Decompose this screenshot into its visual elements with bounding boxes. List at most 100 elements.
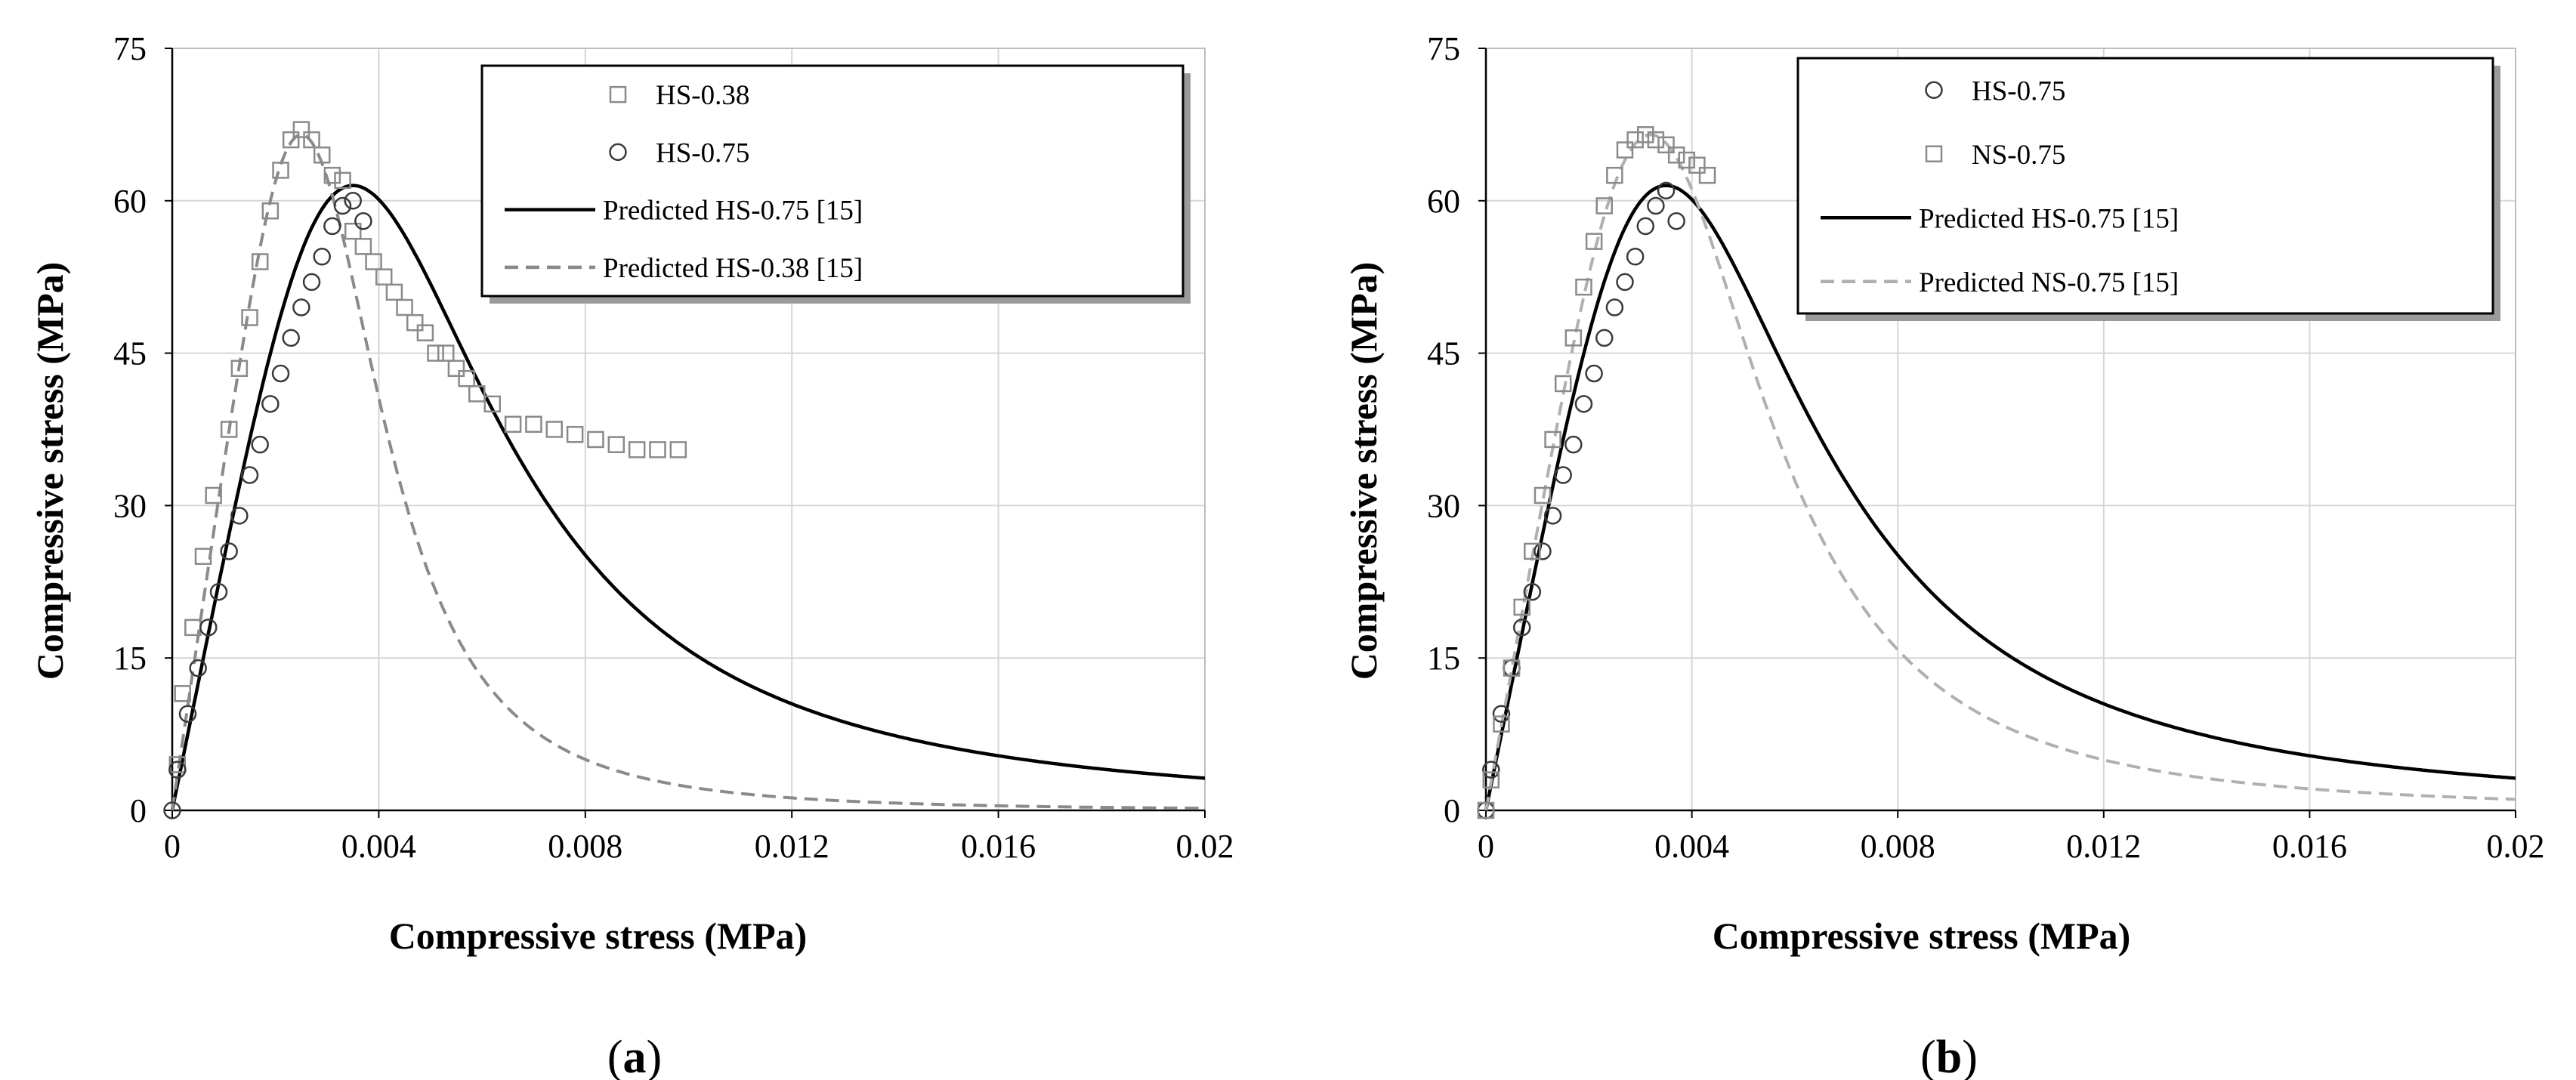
data-point-square (1534, 486, 1552, 505)
y-tick-label: 15 (1427, 640, 1460, 677)
data-point-circle (1564, 435, 1583, 454)
y-tick-label: 30 (1427, 487, 1460, 524)
data-point-square (1698, 166, 1716, 184)
data-point-circle (292, 298, 310, 316)
data-point-square (504, 415, 522, 434)
data-point-square (396, 298, 413, 316)
data-point-square (272, 162, 289, 179)
chart-panel-b: 0 0.004 0.008 0.012 0.016 0.02 0 15 30 45 60 75 Comp… (1342, 30, 2545, 1080)
data-point-square (545, 421, 564, 438)
data-point-square (1688, 156, 1706, 174)
data-point-circle (323, 217, 341, 236)
data-point-square (241, 309, 258, 326)
legend-label: Predicted HS-0.75 [15] (1919, 203, 2179, 234)
data-point-square (406, 313, 424, 332)
data-point-circle (302, 273, 321, 292)
panel-label-close: ) (1962, 1032, 1978, 1080)
legend-label: HS-0.75 (1972, 76, 2065, 106)
legend-circle-marker (1925, 81, 1943, 99)
data-point-square (344, 222, 362, 240)
data-point-circle (333, 196, 352, 215)
data-point-circle (1626, 248, 1645, 266)
data-point-square (458, 369, 475, 387)
panel-label: (a) (607, 1032, 662, 1080)
legend: HS-0.38 HS-0.75 Predicted HS-0.75 [15] Pred… (480, 64, 1191, 304)
y-tick-label: 45 (113, 335, 147, 372)
data-point-square (1616, 141, 1634, 159)
data-point-circle (220, 542, 238, 560)
legend-square-marker (1925, 145, 1943, 162)
series-line-predicted-hs-0-75-15- (1484, 184, 2516, 811)
data-point-square (1477, 801, 1495, 819)
y-tick-label: 60 (1427, 183, 1460, 220)
legend-box (1796, 57, 2494, 315)
data-point-circle (1574, 395, 1593, 413)
data-point-square (174, 685, 191, 702)
panel-label-open: ( (607, 1032, 623, 1080)
data-point-square (292, 121, 310, 138)
x-tick-label: 0.012 (755, 828, 829, 865)
data-point-square (205, 486, 222, 505)
series-line-predicted-ns-0-75-15- (1484, 133, 2516, 811)
data-point-circle (251, 435, 269, 454)
data-point-square (483, 395, 502, 413)
data-point-square (334, 171, 351, 190)
data-point-square (303, 131, 320, 149)
legend-label: Predicted HS-0.75 [15] (603, 196, 863, 227)
chart-panel-a: 0 0.004 0.008 0.012 0.016 0.02 0 15 30 45 60 75 Comp… (29, 30, 1234, 1080)
legend-box (480, 64, 1185, 298)
data-point-circle (230, 507, 249, 525)
data-point-circle (1605, 298, 1624, 316)
data-point-circle (1585, 364, 1603, 383)
panel-label: (b) (1920, 1032, 1978, 1080)
panel-label-letter: a (623, 1032, 647, 1080)
data-point-circle (178, 705, 197, 723)
data-point-circle (282, 329, 300, 347)
data-point-square (1482, 771, 1500, 788)
data-point-circle (168, 761, 187, 779)
data-point-circle (209, 583, 228, 601)
y-tick-label: 75 (113, 30, 147, 67)
data-point-circle (344, 192, 362, 210)
data-layer (163, 121, 1205, 819)
data-point-circle (1616, 273, 1634, 292)
data-point-circle (1534, 542, 1552, 560)
data-point-circle (1595, 329, 1614, 347)
x-tick-label: 0.008 (548, 828, 622, 865)
data-point-circle (1636, 217, 1655, 236)
data-point-circle (1482, 761, 1500, 779)
panel-label-letter: b (1936, 1032, 1962, 1080)
data-point-square (1544, 430, 1561, 449)
data-point-square (1564, 329, 1583, 347)
data-point-circle (261, 395, 280, 413)
data-point-square (1657, 136, 1675, 154)
y-tick-label: 60 (113, 183, 147, 220)
legend-circle-marker (609, 143, 627, 162)
data-point-circle (1492, 705, 1511, 723)
data-point-square (607, 436, 625, 453)
x-tick-label: 0.004 (341, 828, 416, 865)
data-point-circle (1543, 507, 1562, 525)
data-point-square (1647, 131, 1665, 149)
data-point-square (1554, 375, 1572, 393)
data-point-circle (1657, 181, 1676, 200)
data-point-square (365, 253, 382, 270)
panel-label-open: ( (1920, 1032, 1936, 1080)
data-point-circle (1554, 466, 1572, 484)
legend-label: HS-0.75 (656, 137, 749, 168)
data-point-square (1493, 715, 1510, 733)
data-point-square (427, 344, 444, 362)
data-point-square (468, 385, 486, 403)
x-tick-label: 0.02 (2487, 828, 2545, 865)
y-axis-title: Compressive stress (MPa) (29, 262, 71, 680)
data-point-square (194, 548, 212, 565)
data-point-square (1637, 126, 1654, 143)
data-point-square (282, 131, 300, 149)
data-layer (1477, 126, 2516, 819)
data-point-square (230, 359, 249, 378)
data-point-circle (354, 211, 372, 230)
data-point-square (649, 441, 666, 458)
data-point-square (261, 202, 280, 220)
data-point-square (669, 441, 687, 458)
